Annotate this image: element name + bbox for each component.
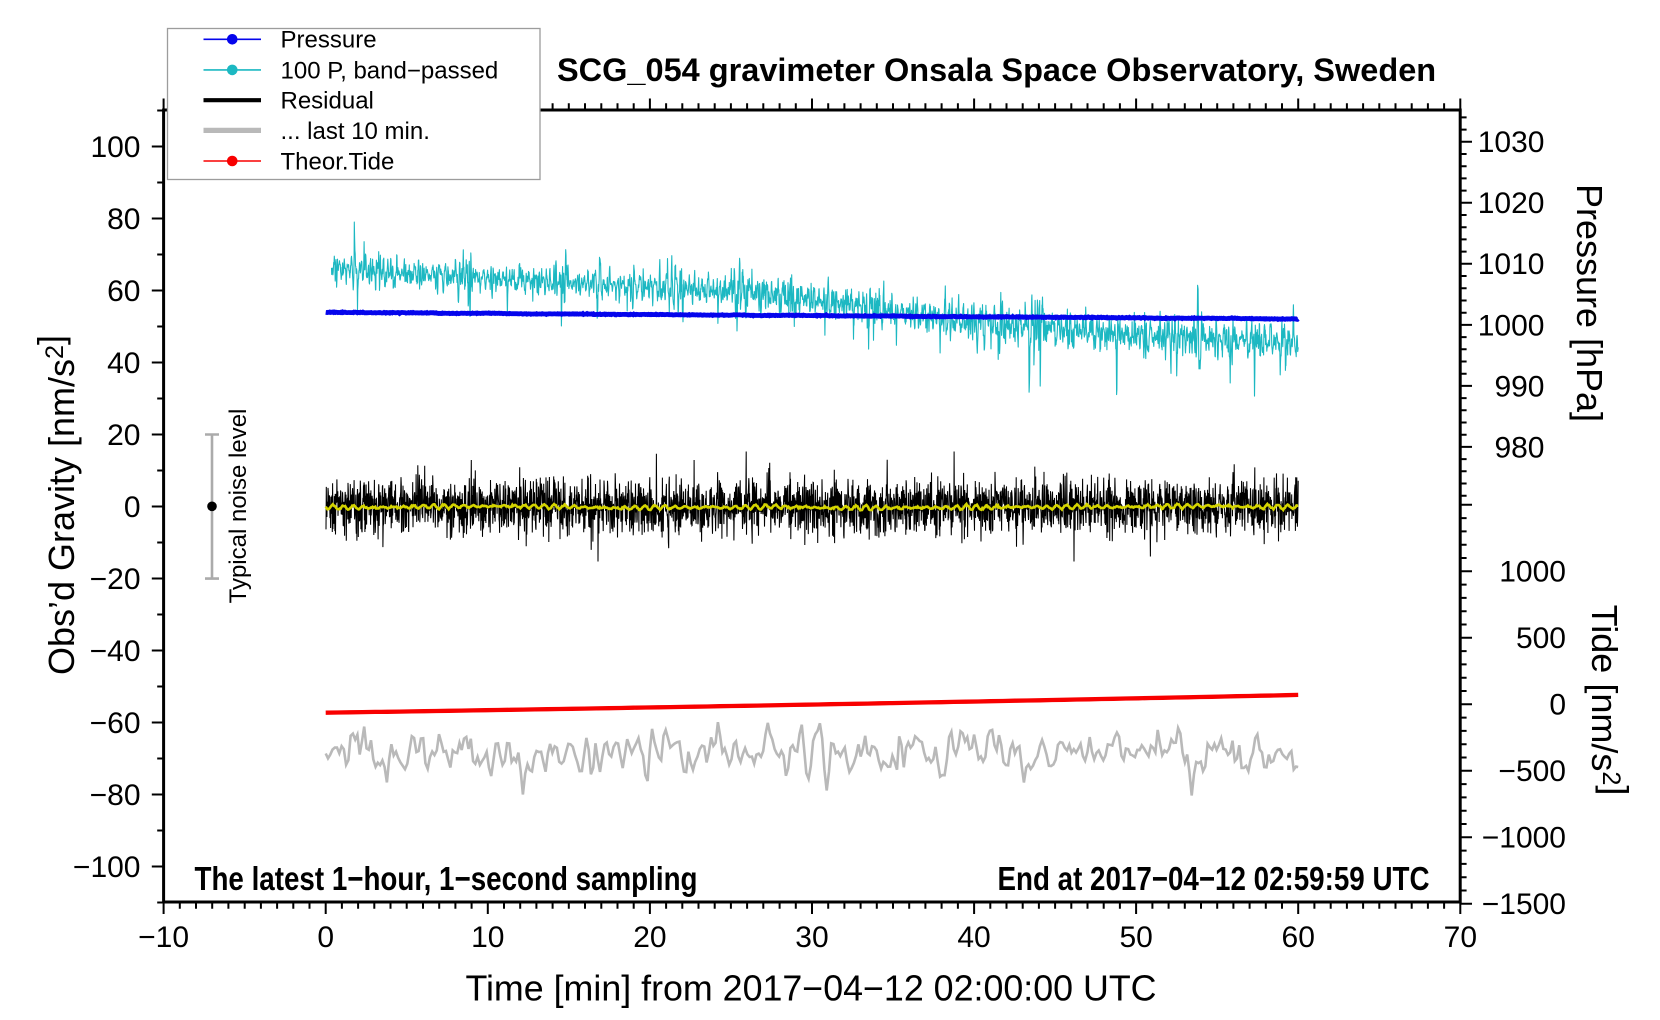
svg-text:1020: 1020 (1478, 187, 1545, 220)
svg-text:0: 0 (1549, 689, 1566, 722)
svg-text:1000: 1000 (1499, 556, 1566, 589)
svg-text:100: 100 (90, 131, 140, 164)
svg-text:0: 0 (124, 491, 141, 524)
svg-text:Pressure: Pressure (281, 27, 377, 54)
svg-text:40: 40 (107, 347, 140, 380)
svg-text:40: 40 (957, 921, 990, 954)
svg-text:Pressure [hPa]: Pressure [hPa] (1569, 184, 1610, 422)
svg-text:1010: 1010 (1478, 248, 1545, 281)
svg-text:10: 10 (471, 921, 504, 954)
svg-text:70: 70 (1444, 921, 1477, 954)
svg-text:−40: −40 (90, 635, 141, 668)
svg-text:20: 20 (107, 419, 140, 452)
svg-text:100 P, band−passed: 100 P, band−passed (281, 57, 499, 84)
svg-text:−80: −80 (90, 779, 141, 812)
svg-text:The latest 1−hour, 1−second sa: The latest 1−hour, 1−second sampling (195, 861, 698, 898)
svg-text:−500: −500 (1498, 755, 1566, 788)
svg-text:20: 20 (633, 921, 666, 954)
svg-text:End at 2017−04−12 02:59:59 UTC: End at 2017−04−12 02:59:59 UTC (998, 861, 1430, 898)
svg-text:−1000: −1000 (1482, 822, 1566, 855)
svg-text:−60: −60 (90, 707, 141, 740)
svg-text:990: 990 (1494, 370, 1544, 403)
svg-text:1000: 1000 (1478, 309, 1545, 342)
svg-text:−1500: −1500 (1482, 888, 1566, 921)
svg-text:... last 10 min.: ... last 10 min. (281, 118, 430, 145)
svg-text:0: 0 (317, 921, 334, 954)
svg-text:60: 60 (1282, 921, 1315, 954)
svg-text:SCG_054 gravimeter Onsala Spac: SCG_054 gravimeter Onsala Space Observat… (557, 52, 1436, 88)
svg-text:30: 30 (795, 921, 828, 954)
svg-text:60: 60 (107, 275, 140, 308)
svg-text:Time [min] from 2017−04−12 02:: Time [min] from 2017−04−12 02:00:00 UTC (465, 969, 1156, 1009)
svg-text:50: 50 (1119, 921, 1152, 954)
svg-text:−20: −20 (90, 563, 141, 596)
svg-text:Typical noise level: Typical noise level (225, 409, 252, 604)
svg-text:500: 500 (1516, 622, 1566, 655)
svg-text:−100: −100 (73, 851, 141, 884)
svg-text:Residual: Residual (281, 88, 374, 115)
svg-text:980: 980 (1494, 431, 1544, 464)
svg-text:80: 80 (107, 203, 140, 236)
svg-text:1030: 1030 (1478, 126, 1545, 159)
svg-text:−10: −10 (138, 921, 189, 954)
svg-text:Theor.Tide: Theor.Tide (281, 148, 395, 175)
